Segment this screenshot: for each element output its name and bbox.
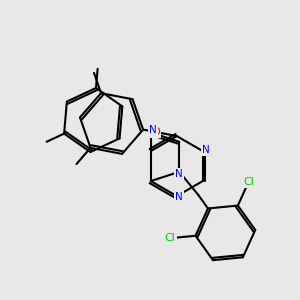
Text: N: N — [175, 192, 183, 202]
Text: N: N — [202, 145, 210, 155]
Text: Cl: Cl — [164, 233, 175, 243]
Text: O: O — [152, 127, 160, 137]
Text: Cl: Cl — [243, 177, 254, 187]
Text: N: N — [176, 169, 183, 179]
Text: N: N — [149, 125, 157, 135]
